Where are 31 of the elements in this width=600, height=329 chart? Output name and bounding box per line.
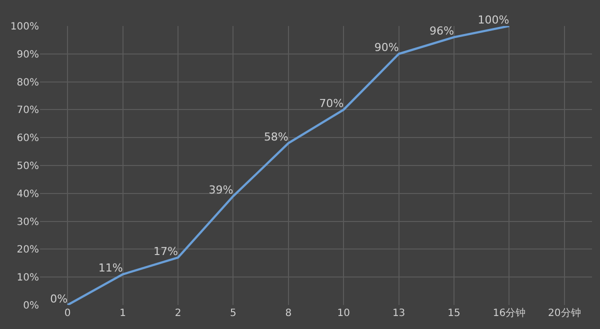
y-tick-label: 60%	[16, 133, 39, 144]
y-tick-label: 70%	[16, 105, 39, 116]
x-tick-label: 8	[285, 308, 292, 319]
data-label: 90%	[374, 41, 399, 54]
x-tick-label: 2	[174, 308, 182, 319]
x-tick-label: 13	[392, 308, 406, 319]
y-tick-label: 20%	[16, 244, 39, 256]
y-tick-label: 30%	[16, 216, 39, 228]
x-tick-label: 15	[448, 308, 460, 319]
x-tick-label: 16分钟	[492, 307, 526, 319]
line-series	[66, 26, 510, 305]
data-label: 11%	[98, 262, 123, 275]
y-tick-label: 10%	[16, 272, 39, 284]
y-tick-label: 0%	[23, 300, 39, 312]
data-label: 17%	[154, 244, 178, 258]
y-tick-label: 80%	[16, 77, 39, 88]
data-label: 100%	[478, 13, 510, 26]
y-tick-label: 100%	[10, 22, 39, 32]
x-tick-label: 1	[120, 308, 126, 319]
x-tick-label: 20分钟	[548, 307, 581, 319]
data-label: 70%	[319, 96, 344, 110]
data-label: 58%	[264, 130, 288, 144]
data-label: 96%	[430, 24, 454, 38]
y-tick-label: 50%	[16, 161, 39, 172]
x-tick-label: 0	[64, 308, 71, 319]
y-tick-label: 90%	[16, 49, 39, 60]
data-label: 0%	[50, 292, 68, 306]
data-label: 39%	[208, 183, 234, 196]
x-tick-label: 5	[230, 308, 236, 319]
y-tick-label: 40%	[16, 188, 39, 200]
x-tick-label: 10	[337, 308, 350, 319]
